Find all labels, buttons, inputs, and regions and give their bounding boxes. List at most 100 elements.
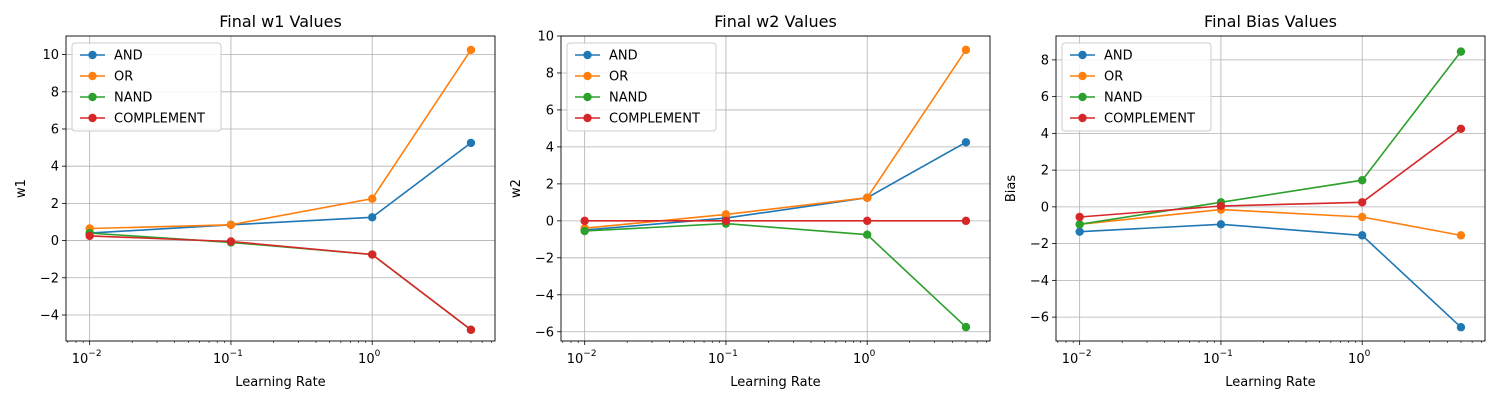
y-tick-label: 4 <box>51 160 59 175</box>
y-tick-label: −4 <box>1030 274 1049 289</box>
data-point-complement <box>863 216 872 226</box>
y-tick-label: 8 <box>51 85 59 100</box>
legend: AND OR NAND COMPLEMENT <box>566 42 717 132</box>
data-point-complement <box>961 216 971 226</box>
legend-marker-complement <box>1078 113 1087 123</box>
y-tick-label: −2 <box>40 271 59 286</box>
data-point-nand <box>1075 220 1084 229</box>
legend-marker-or <box>1078 71 1087 81</box>
y-tick-label: 8 <box>1041 53 1049 68</box>
data-point-and <box>1075 227 1084 236</box>
data-point-complement <box>1216 201 1226 211</box>
series-line-nand <box>584 222 967 328</box>
y-tick-label: −4 <box>40 308 59 323</box>
data-point-or <box>863 193 872 202</box>
data-point-and <box>1216 220 1226 229</box>
data-point-complement <box>85 231 94 241</box>
y-tick-label: 0 <box>546 214 554 229</box>
legend-label-complement: COMPLEMENT <box>609 112 700 127</box>
legend-marker-nand <box>1078 92 1087 102</box>
legend-marker-complement <box>583 113 592 123</box>
legend-box <box>566 42 717 132</box>
x-axis-label: Learning Rate <box>235 375 325 390</box>
legend-label-complement: COMPLEMENT <box>1104 112 1195 127</box>
y-tick-label: 2 <box>51 197 59 212</box>
data-point-nand <box>863 230 872 239</box>
series-line-and <box>1079 223 1462 328</box>
data-point-complement <box>1456 124 1466 133</box>
legend-label-nand: NAND <box>609 91 647 106</box>
series-line-complement <box>1079 128 1462 218</box>
x-axis-label: Learning Rate <box>1225 375 1315 390</box>
y-tick-label: 4 <box>546 140 554 155</box>
data-point-complement <box>466 325 476 335</box>
y-tick-label: 6 <box>1041 90 1049 105</box>
data-point-or <box>721 210 731 219</box>
data-point-complement <box>368 250 377 259</box>
data-point-nand <box>961 322 971 332</box>
x-tick-label: 100 <box>853 349 876 367</box>
axes-frame <box>1055 35 1486 342</box>
data-point-or <box>368 194 377 203</box>
legend-label-or: OR <box>1104 70 1123 85</box>
data-point-and <box>1456 323 1466 332</box>
legend-label-and: AND <box>609 49 638 64</box>
legend-marker-and <box>88 50 97 60</box>
data-point-complement <box>1358 198 1367 207</box>
chart-title: Final w2 Values <box>714 12 837 31</box>
legend-marker-nand <box>583 92 592 102</box>
data-point-nand <box>1456 47 1466 56</box>
y-tick-label: 2 <box>546 177 554 192</box>
data-point-or <box>1456 231 1466 240</box>
legend-box <box>1061 42 1212 132</box>
axes-frame <box>560 35 991 342</box>
legend-label-and: AND <box>114 49 143 64</box>
x-tick-label: 10−2 <box>72 349 102 367</box>
data-point-and <box>1358 231 1367 240</box>
x-tick-label: 10−1 <box>708 349 738 367</box>
x-tick-label: 100 <box>358 349 381 367</box>
legend-marker-and <box>583 50 592 60</box>
y-tick-label: 2 <box>1041 164 1049 179</box>
data-point-complement <box>226 237 236 246</box>
data-point-complement <box>1075 212 1084 222</box>
x-tick-label: 10−1 <box>213 349 243 367</box>
y-tick-label: −4 <box>535 288 554 303</box>
data-point-complement <box>721 216 731 226</box>
legend: AND OR NAND COMPLEMENT <box>1061 42 1212 132</box>
data-point-complement <box>580 216 589 226</box>
x-tick-label: 10−1 <box>1203 349 1233 367</box>
y-tick-label: 8 <box>546 66 554 81</box>
legend-marker-or <box>88 71 97 81</box>
y-axis-label: Bias <box>1004 175 1019 202</box>
data-point-nand <box>580 226 589 236</box>
y-tick-label: 0 <box>1041 200 1049 215</box>
chart-panel-1: 10−2 10−1 100 −4 −2 0 2 4 6 8 10 Final w1 Values Lea… <box>14 12 496 390</box>
y-tick-label: −2 <box>535 251 554 266</box>
x-tick-label: 100 <box>1348 349 1371 367</box>
data-point-or <box>226 220 236 229</box>
legend-label-nand: NAND <box>1104 91 1142 106</box>
series-line-and <box>89 142 472 234</box>
x-tick-label: 10−2 <box>1062 349 1092 367</box>
data-point-and <box>961 138 971 147</box>
legend: AND OR NAND COMPLEMENT <box>71 42 222 132</box>
legend-marker-complement <box>88 113 97 123</box>
series-line-or <box>89 49 472 230</box>
chart-title: Final Bias Values <box>1204 12 1337 31</box>
y-tick-label: −6 <box>535 325 554 340</box>
chart-panel-3: 10−2 10−1 100 −6 −4 −2 0 2 4 6 8 Final Bias Values L… <box>1004 12 1486 390</box>
series-line-or <box>1079 208 1462 237</box>
y-tick-label: 4 <box>1041 127 1049 142</box>
chart-title: Final w1 Values <box>219 12 342 31</box>
y-axis-label: w2 <box>509 179 524 198</box>
y-tick-label: 6 <box>546 103 554 118</box>
y-tick-label: 10 <box>537 30 554 45</box>
series-line-complement <box>89 235 472 331</box>
legend-label-nand: NAND <box>114 91 152 106</box>
data-point-or <box>466 45 476 55</box>
legend-marker-and <box>1078 50 1087 60</box>
data-point-or <box>961 45 971 55</box>
y-axis-label: w1 <box>14 179 29 198</box>
